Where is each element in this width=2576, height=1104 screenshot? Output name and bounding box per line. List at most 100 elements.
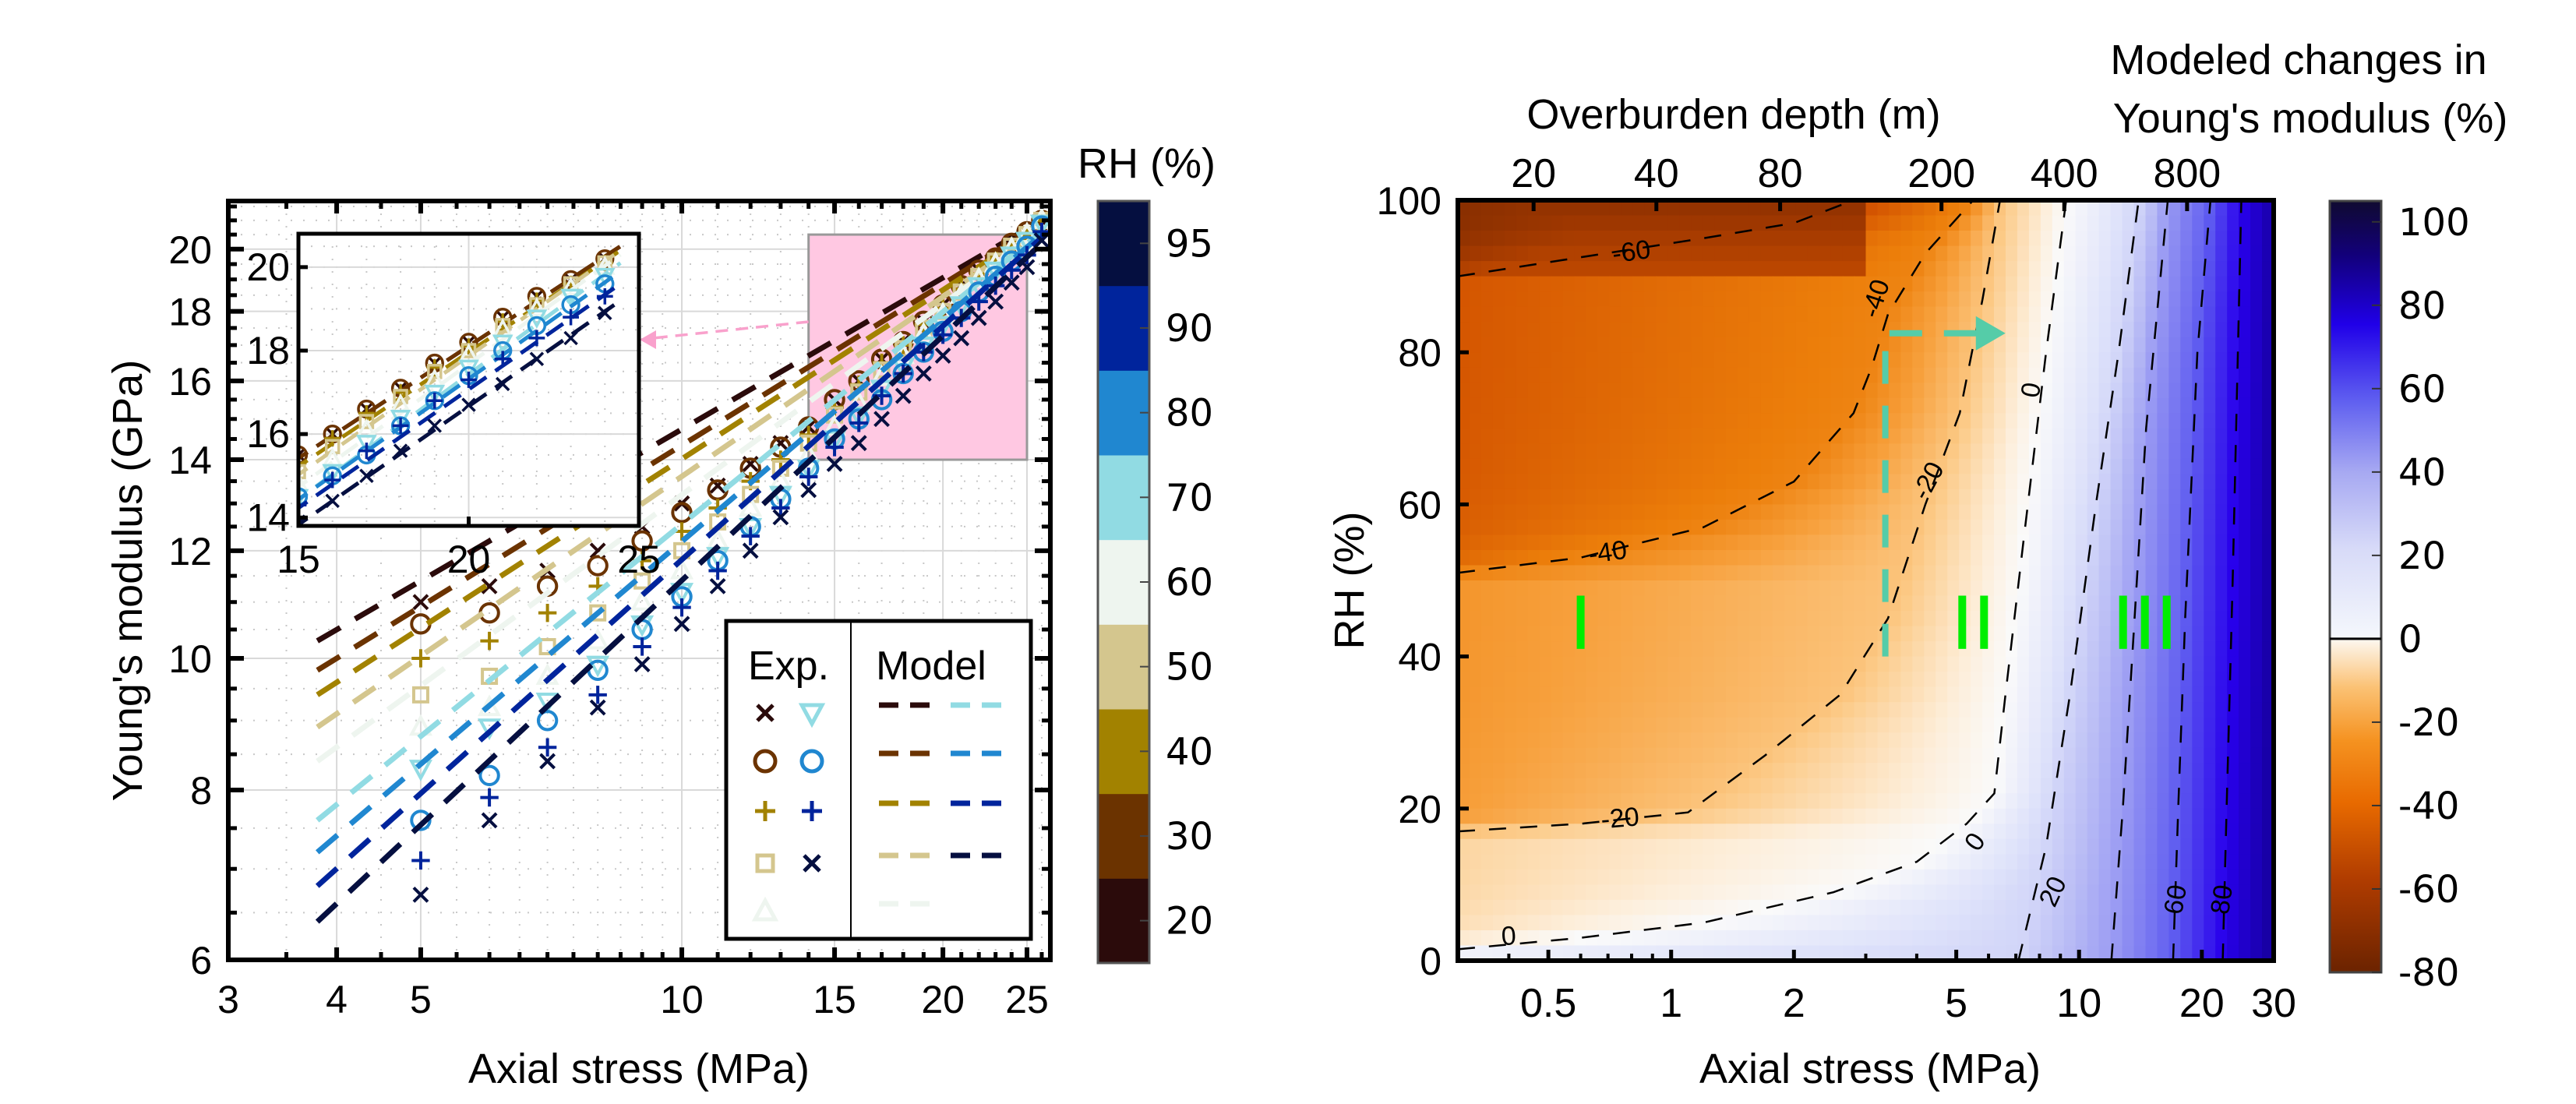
heatmap-cell xyxy=(1621,747,1634,764)
heatmap-cell xyxy=(1865,717,1879,733)
heatmap-cell xyxy=(2040,352,2053,369)
heatmap-cell xyxy=(1865,930,1879,947)
heatmap-cell xyxy=(1807,808,1820,825)
heatmap-cell xyxy=(1784,534,1797,551)
heatmap-cell xyxy=(2017,428,2030,445)
heatmap-cell xyxy=(2168,565,2182,581)
heatmap-cell xyxy=(1586,869,1599,886)
heatmap-cell xyxy=(1947,869,1960,886)
change-colorbar-title-line2: Young's modulus (%) xyxy=(2113,95,2508,142)
heatmap-cell xyxy=(1819,519,1832,536)
heatmap-cell xyxy=(1760,808,1773,825)
heatmap-cell xyxy=(2250,824,2263,840)
heatmap-cell xyxy=(2122,428,2135,445)
heatmap-cell xyxy=(1458,686,1470,703)
heatmap-cell xyxy=(1959,367,1971,383)
heatmap-cell xyxy=(1504,215,1517,231)
heatmap-cell xyxy=(1703,322,1715,338)
heatmap-cell xyxy=(1458,534,1470,551)
heatmap-cell xyxy=(2204,367,2217,383)
heatmap-cell xyxy=(1539,793,1552,809)
heatmap-cell xyxy=(1760,231,1773,247)
heatmap-cell xyxy=(2180,747,2193,764)
heatmap-cell xyxy=(1492,474,1505,490)
heatmap-cell xyxy=(1632,550,1646,566)
heatmap-cell xyxy=(1854,428,1867,445)
heatmap-cell xyxy=(2110,215,2123,231)
heatmap-cell xyxy=(2227,580,2239,597)
heatmap-cell xyxy=(1632,778,1646,795)
heatmap-cell xyxy=(2180,352,2193,369)
heatmap-cell xyxy=(2192,672,2205,688)
model-line xyxy=(316,220,1043,673)
heatmap-cell xyxy=(2098,245,2112,262)
heatmap-cell xyxy=(2215,702,2228,718)
heatmap-cell xyxy=(1621,231,1634,247)
heatmap-cell xyxy=(1516,443,1529,460)
heatmap-cell xyxy=(1691,717,1703,733)
heatmap-cell xyxy=(1877,672,1890,688)
heatmap-cell xyxy=(1644,641,1657,658)
heatmap-cell xyxy=(1854,930,1867,947)
heatmap-cell xyxy=(1971,702,1983,718)
heatmap-cell xyxy=(1877,717,1890,733)
heatmap-cell xyxy=(1656,595,1669,612)
heatmap-cell xyxy=(1480,854,1494,870)
heatmap-cell xyxy=(1947,854,1960,870)
heatmap-cell xyxy=(1621,884,1634,901)
heatmap-cell xyxy=(1994,397,2006,414)
heatmap-cell xyxy=(2239,611,2251,627)
heatmap-cell xyxy=(1772,413,1785,429)
heatmap-cell xyxy=(1889,550,1902,566)
heatmap-cell xyxy=(1807,702,1820,718)
heatmap-cell xyxy=(2250,397,2263,414)
heatmap-cell xyxy=(1842,291,1855,308)
heatmap-cell xyxy=(1854,519,1867,536)
heatmap-cell xyxy=(1656,732,1669,749)
heatmap-cell xyxy=(1900,474,1914,490)
heatmap-cell xyxy=(2040,838,2053,855)
heatmap-cell xyxy=(2028,261,2041,277)
heatmap-cell xyxy=(1854,702,1867,718)
heatmap-cell xyxy=(2028,793,2041,809)
heatmap-cell xyxy=(2063,215,2077,231)
heatmap-cell xyxy=(2098,793,2112,809)
heatmap-cell xyxy=(1492,778,1505,795)
heatmap-cell xyxy=(2052,550,2065,566)
heatmap-cell xyxy=(2145,215,2158,231)
heatmap-cell xyxy=(1632,397,1646,414)
heatmap-cell xyxy=(2250,915,2263,931)
heatmap-cell xyxy=(1656,383,1669,399)
heatmap-cell xyxy=(1760,504,1773,520)
heatmap-cell xyxy=(1504,367,1517,383)
heatmap-cell xyxy=(1889,397,1902,414)
heatmap-cell xyxy=(2028,808,2041,825)
heatmap-cell xyxy=(2006,519,2018,536)
heatmap-cell xyxy=(1480,838,1494,855)
heatmap-cell xyxy=(1924,702,1937,718)
heatmap-cell xyxy=(1749,306,1762,323)
heatmap-cell xyxy=(1772,626,1785,642)
heatmap-cell xyxy=(1738,869,1750,886)
heatmap-cell xyxy=(1795,231,1808,247)
heatmap-cell xyxy=(1574,778,1587,795)
heatmap-cell xyxy=(2122,899,2135,916)
heatmap-cell xyxy=(1703,838,1715,855)
heatmap-cell xyxy=(2262,306,2274,323)
heatmap-cell xyxy=(1597,443,1611,460)
heatmap-cell xyxy=(2204,489,2217,506)
heatmap-cell xyxy=(1784,291,1797,308)
heatmap-cell xyxy=(1458,656,1470,672)
heatmap-cell xyxy=(1772,215,1785,231)
heatmap-cell xyxy=(1971,245,1983,262)
heatmap-cell xyxy=(1644,550,1657,566)
heatmap-cell xyxy=(1586,337,1599,353)
heatmap-cell xyxy=(1539,884,1552,901)
heatmap-cell xyxy=(1994,306,2006,323)
heatmap-cell xyxy=(2087,337,2100,353)
heatmap-cell xyxy=(1819,580,1832,597)
heatmap-cell xyxy=(1971,367,1983,383)
heatmap-cell xyxy=(1947,337,1960,353)
heatmap-cell xyxy=(1842,413,1855,429)
